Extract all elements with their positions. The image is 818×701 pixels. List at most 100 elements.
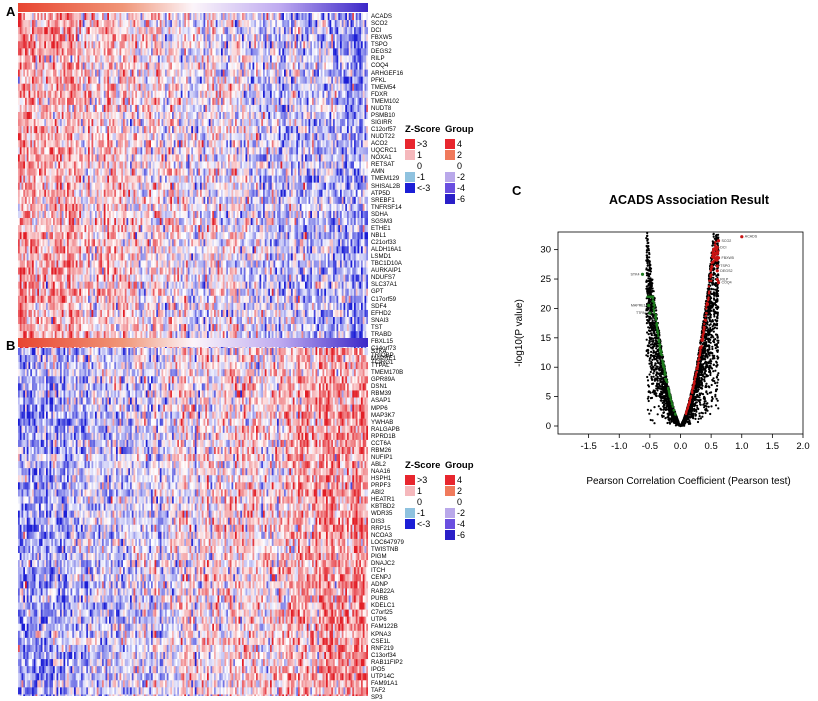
heatmap-cell <box>19 97 22 106</box>
heatmap-cell <box>179 76 182 84</box>
heatmap-cell <box>82 27 85 35</box>
heatmap-cell <box>46 140 49 148</box>
colorbar-cell <box>256 3 259 12</box>
heatmap-cell <box>112 119 115 127</box>
heatmap-cell <box>266 161 269 169</box>
heatmap-cell <box>32 111 35 120</box>
heatmap-cell <box>345 104 348 113</box>
heatmap-cell <box>32 41 35 49</box>
heatmap-cell <box>278 140 281 148</box>
heatmap-cell <box>221 69 224 77</box>
heatmap-cell <box>18 168 21 176</box>
heatmap-cell <box>277 147 280 155</box>
heatmap-cell <box>303 133 306 141</box>
colorbar-cell <box>114 3 117 12</box>
heatmap-cell <box>119 161 122 169</box>
heatmap-cell <box>270 154 273 162</box>
heatmap-cell <box>98 111 101 120</box>
colorbar-cell <box>96 3 99 12</box>
heatmap-cell <box>203 69 206 77</box>
heatmap-cell <box>18 48 21 56</box>
heatmap-cell <box>240 76 243 84</box>
heatmap-cell <box>236 168 239 176</box>
heatmap-cell <box>175 147 178 155</box>
heatmap-cell <box>173 48 176 56</box>
heatmap-cell <box>259 76 262 84</box>
heatmap-cell <box>229 90 232 99</box>
heatmap-cell <box>212 20 215 28</box>
heatmap-cell <box>238 154 241 162</box>
heatmap-cell <box>257 133 260 141</box>
heatmap-cell <box>151 111 154 120</box>
heatmap-cell <box>305 97 308 106</box>
heatmap-cell <box>366 111 369 120</box>
heatmap-cell <box>285 147 288 155</box>
heatmap-cell <box>280 62 283 70</box>
heatmap-cell <box>229 34 232 42</box>
heatmap-cell <box>263 126 266 134</box>
heatmap-cell <box>140 76 143 84</box>
heatmap-cell <box>196 111 199 120</box>
heatmap-cell <box>84 83 87 91</box>
heatmap-cell <box>359 20 362 28</box>
heatmap-cell <box>58 111 61 120</box>
heatmap-cell <box>47 90 50 99</box>
heatmap-cell <box>39 119 42 127</box>
heatmap-cell <box>191 48 194 56</box>
heatmap-cell <box>158 90 161 99</box>
heatmap-cell <box>32 175 35 183</box>
colorbar-cell <box>217 3 220 12</box>
heatmap-cell <box>233 140 236 148</box>
heatmap-cell <box>103 41 106 49</box>
heatmap-cell <box>326 83 329 91</box>
heatmap-cell <box>278 69 281 77</box>
heatmap-cell <box>187 62 190 70</box>
heatmap-cell <box>217 97 220 106</box>
heatmap-cell <box>79 119 82 127</box>
heatmap-cell <box>340 161 343 169</box>
heatmap-cell <box>254 140 257 148</box>
heatmap-cell <box>245 168 248 176</box>
heatmap-cell <box>47 154 50 162</box>
heatmap-cell <box>352 90 355 99</box>
heatmap-cell <box>212 27 215 35</box>
heatmap-cell <box>56 76 59 84</box>
heatmap-cell <box>170 175 173 183</box>
heatmap-cell <box>135 83 138 91</box>
heatmap-cell <box>289 83 292 91</box>
heatmap-cell <box>310 48 313 56</box>
heatmap-cell <box>256 154 259 162</box>
colorbar-cell <box>131 3 134 12</box>
heatmap-cell <box>228 111 231 120</box>
heatmap-cell <box>70 168 73 176</box>
heatmap-cell <box>142 97 145 106</box>
heatmap-cell <box>137 154 140 162</box>
heatmap-cell <box>39 41 42 49</box>
heatmap-cell <box>324 83 327 91</box>
heatmap-cell <box>196 41 199 49</box>
heatmap-cell <box>268 13 271 21</box>
heatmap-cell <box>350 97 353 106</box>
heatmap-cell <box>270 55 273 63</box>
heatmap-cell <box>19 147 22 155</box>
heatmap-cell <box>226 83 229 91</box>
colorbar-cell <box>240 3 243 12</box>
heatmap-cell <box>354 175 357 183</box>
colorbar-cell <box>306 3 309 12</box>
heatmap-cell <box>266 27 269 35</box>
heatmap-cell <box>343 154 346 162</box>
heatmap-cell <box>296 90 299 99</box>
heatmap-cell <box>306 62 309 70</box>
heatmap-cell <box>44 126 47 134</box>
heatmap-cell <box>91 147 94 155</box>
heatmap-cell <box>91 48 94 56</box>
heatmap-cell <box>91 126 94 134</box>
heatmap-cell <box>119 126 122 134</box>
heatmap-cell <box>212 90 215 99</box>
heatmap-cell <box>291 140 294 148</box>
heatmap-cell <box>68 140 71 148</box>
heatmap-cell <box>214 90 217 99</box>
heatmap-cell <box>277 34 280 42</box>
heatmap-cell <box>32 140 35 148</box>
heatmap-cell <box>124 62 127 70</box>
